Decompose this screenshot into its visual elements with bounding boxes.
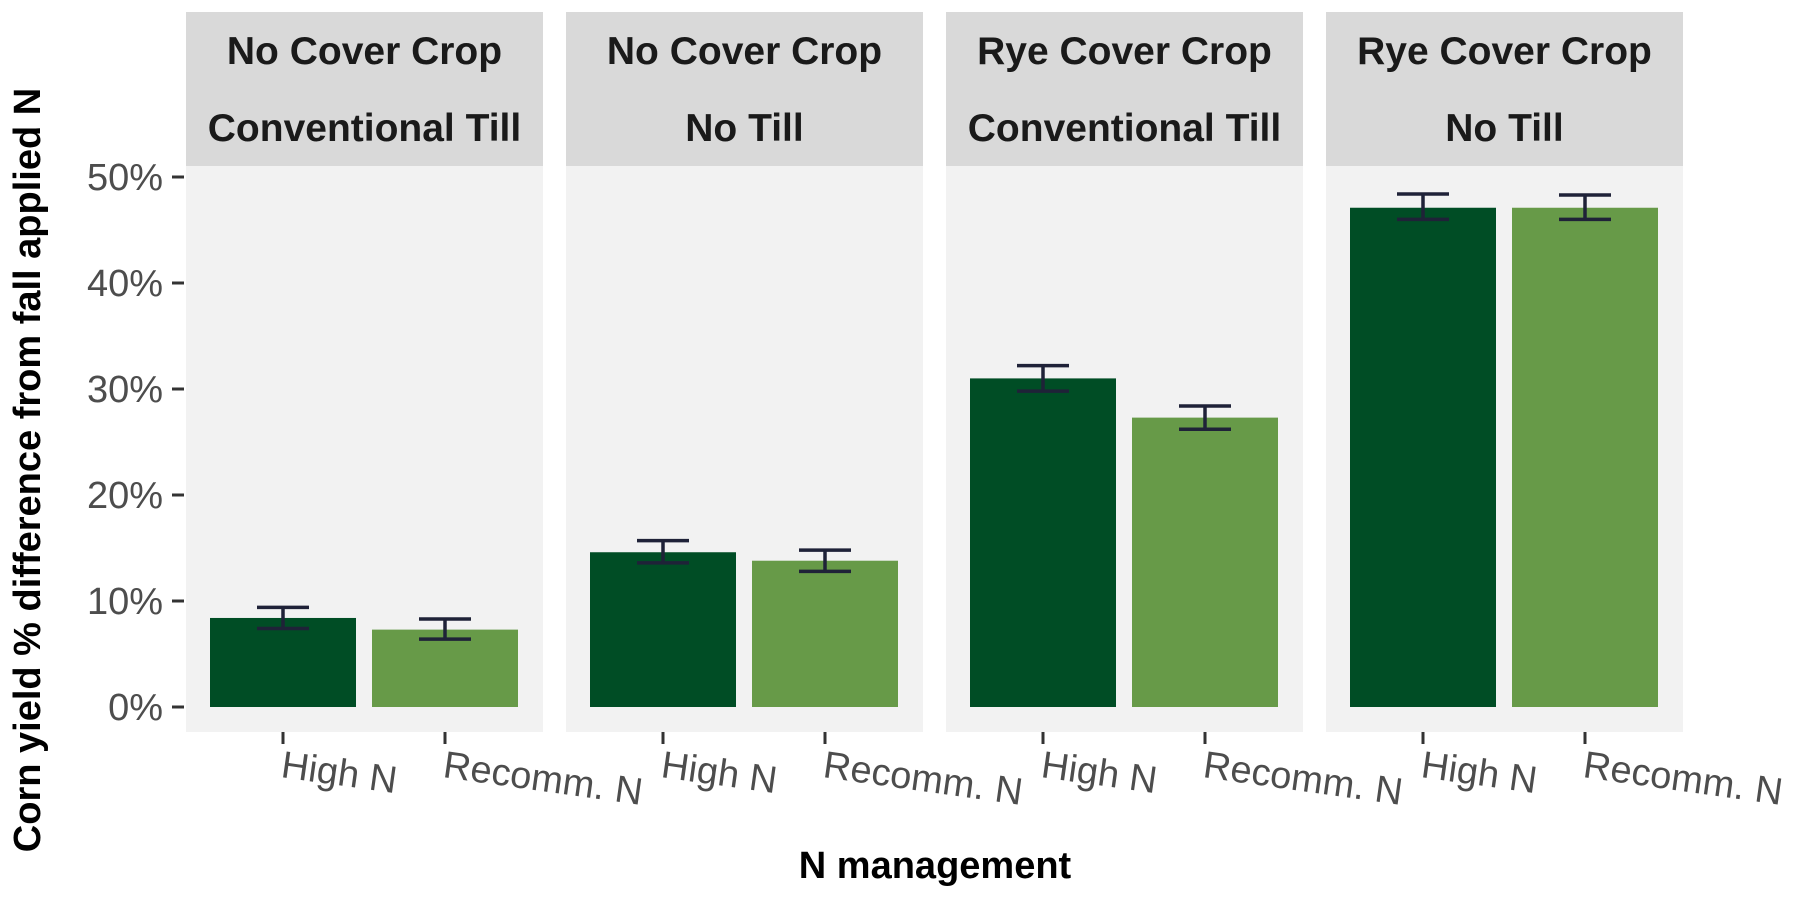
y-axis: 0% 10% 20% 30% 40% 50% bbox=[87, 157, 184, 729]
facet-strip-label: No Till bbox=[1445, 107, 1563, 150]
facet-strip-label: No Cover Crop bbox=[227, 30, 502, 73]
facet-strip-label: Rye Cover Crop bbox=[977, 30, 1272, 73]
facet-strip bbox=[946, 12, 1303, 89]
facet-strip bbox=[186, 89, 543, 166]
x-tick-label: Recomm. N bbox=[821, 744, 1025, 814]
facet-strip-label: No Cover Crop bbox=[607, 30, 882, 73]
facet-panel: Rye Cover Crop No Till High N Recomm. N bbox=[1326, 12, 1785, 814]
y-tick-label: 40% bbox=[87, 263, 163, 305]
facet-panel: No Cover Crop No Till High N Recomm. N bbox=[566, 12, 1025, 814]
x-tick-label: High N bbox=[1419, 744, 1540, 802]
bar bbox=[590, 552, 736, 707]
facet-strip bbox=[566, 89, 923, 166]
x-tick-label: Recomm. N bbox=[1581, 744, 1785, 814]
facet-strip-label: Conventional Till bbox=[968, 107, 1281, 150]
bar bbox=[1350, 207, 1496, 708]
facet-strip bbox=[566, 12, 923, 89]
y-tick-label: 10% bbox=[87, 581, 163, 623]
bar bbox=[1512, 207, 1658, 708]
x-axis-label: N management bbox=[799, 845, 1072, 887]
x-tick-label: High N bbox=[279, 744, 400, 802]
x-tick-label: Recomm. N bbox=[1201, 744, 1405, 814]
x-tick-label: High N bbox=[659, 744, 780, 802]
facet-strip bbox=[946, 89, 1303, 166]
y-axis-label: Corn yield % difference from fall applie… bbox=[7, 88, 49, 852]
y-tick-label: 50% bbox=[87, 157, 163, 199]
facet-strip-label: No Till bbox=[685, 107, 803, 150]
bar bbox=[372, 629, 518, 707]
facet-strip bbox=[186, 12, 543, 89]
bar bbox=[970, 378, 1116, 707]
bar bbox=[210, 617, 356, 707]
y-tick-label: 20% bbox=[87, 475, 163, 517]
x-tick-label: Recomm. N bbox=[441, 744, 645, 814]
facet-panel: Rye Cover Crop Conventional Till High N Rec… bbox=[946, 12, 1405, 814]
bar bbox=[1132, 417, 1278, 707]
facet-strip bbox=[1326, 12, 1683, 89]
facet-strip-label: Conventional Till bbox=[208, 107, 521, 150]
y-tick-label: 30% bbox=[87, 369, 163, 411]
bar bbox=[752, 560, 898, 707]
x-tick-label: High N bbox=[1039, 744, 1160, 802]
facet-strip-label: Rye Cover Crop bbox=[1357, 30, 1652, 73]
facet-strip bbox=[1326, 89, 1683, 166]
y-tick-label: 0% bbox=[108, 687, 163, 729]
